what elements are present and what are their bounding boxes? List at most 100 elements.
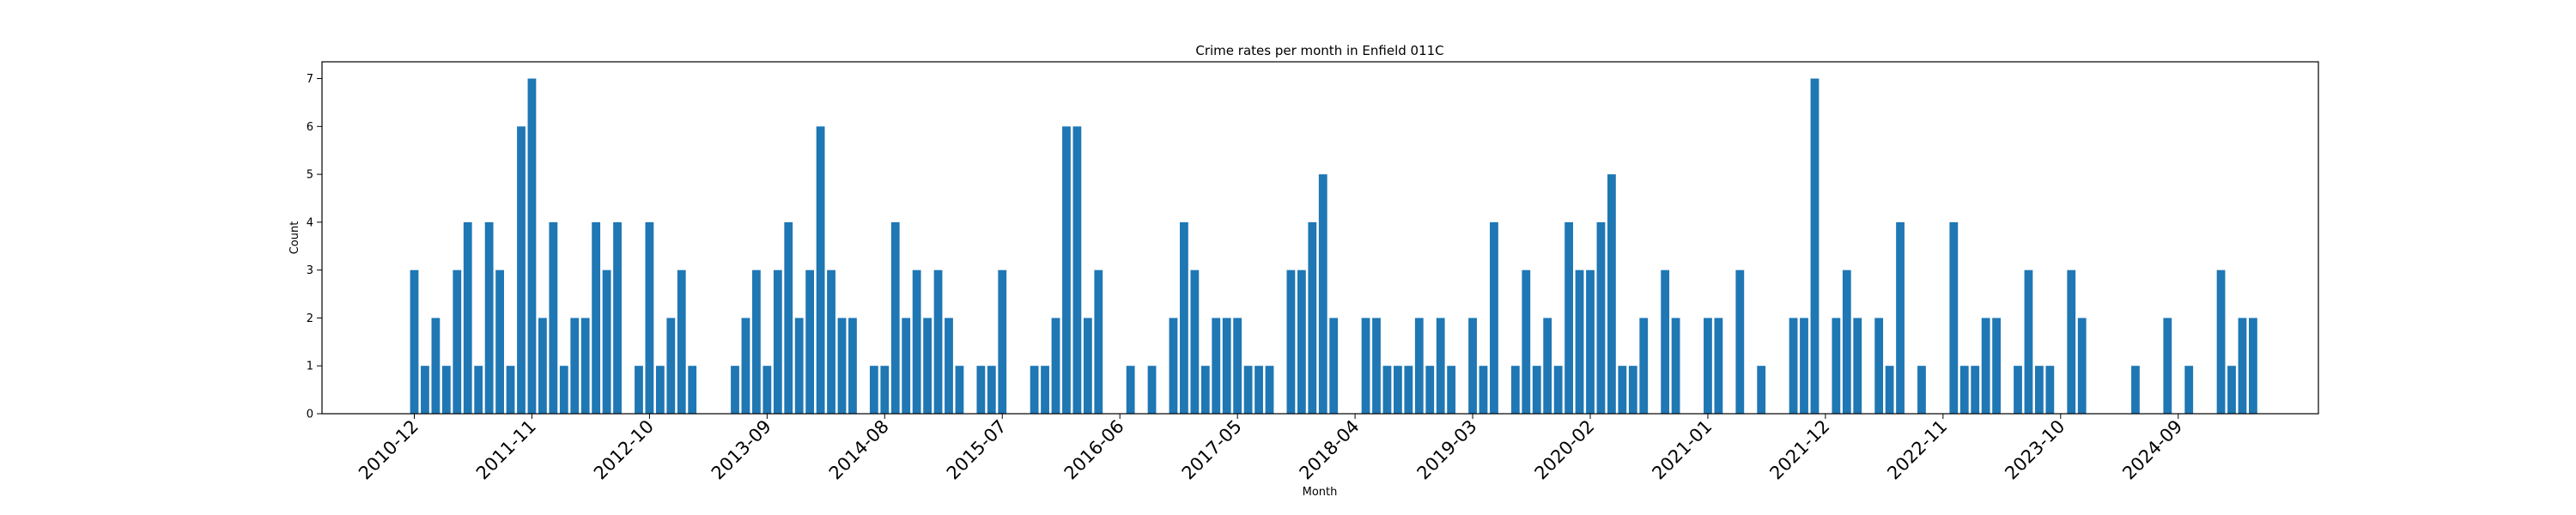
x-tick-label: 2015-07	[943, 416, 1011, 484]
bar	[1981, 318, 1990, 414]
bar	[1200, 366, 1210, 414]
bar	[1425, 366, 1435, 414]
bar	[1222, 318, 1231, 414]
x-tick-label: 2013-09	[708, 416, 775, 484]
bar	[1329, 318, 1339, 414]
bar	[1735, 270, 1745, 414]
bar	[987, 366, 996, 414]
bar	[1447, 366, 1456, 414]
bar	[1468, 318, 1477, 414]
bar	[1810, 78, 1820, 415]
bar	[869, 366, 878, 414]
bar	[1083, 318, 1092, 414]
bar	[484, 221, 494, 414]
bar	[1180, 221, 1188, 414]
bar	[1885, 366, 1894, 414]
bar	[1147, 366, 1157, 414]
bar	[1126, 366, 1135, 414]
bar	[453, 270, 462, 414]
bar	[827, 270, 835, 414]
bar	[1564, 221, 1573, 414]
bar	[1394, 366, 1402, 414]
y-tick-label: 3	[307, 264, 313, 277]
x-axis-label: Month	[1303, 486, 1338, 499]
y-tick-label: 6	[307, 121, 313, 134]
bar	[752, 270, 761, 414]
bar	[2238, 318, 2247, 414]
x-tick-label: 2016-06	[1060, 416, 1128, 484]
bar	[580, 318, 590, 414]
bar	[1382, 366, 1392, 414]
bar	[1532, 366, 1541, 414]
bar	[538, 318, 547, 414]
bar	[1853, 318, 1862, 414]
bar	[1789, 318, 1798, 414]
x-tick-label: 2022-11	[1883, 416, 1951, 484]
bar	[495, 270, 504, 414]
bar	[527, 78, 537, 415]
bar	[1212, 318, 1221, 414]
bar	[2216, 270, 2226, 414]
bar	[1949, 221, 1959, 414]
bar	[1959, 366, 1969, 414]
bar	[1607, 174, 1616, 414]
bar	[1618, 366, 1627, 414]
x-tick-label: 2024-09	[2118, 416, 2186, 484]
bar	[2131, 366, 2140, 414]
bar	[1671, 318, 1680, 414]
chart-title: Crime rates per month in Enfield 011C	[1195, 43, 1443, 58]
y-axis-label: Count	[289, 221, 301, 255]
bar	[506, 366, 515, 414]
bar	[1436, 318, 1445, 414]
bar	[666, 318, 676, 414]
bar	[474, 366, 483, 414]
bar	[1190, 270, 1200, 414]
bar	[2035, 366, 2044, 414]
bar	[762, 366, 772, 414]
bar	[1286, 270, 1296, 414]
y-tick-label: 0	[307, 409, 313, 421]
bar	[890, 221, 900, 414]
plot-area	[321, 61, 2319, 415]
bar	[655, 366, 665, 414]
bar	[613, 221, 622, 414]
bar	[1586, 270, 1595, 414]
bar	[1522, 270, 1531, 414]
bar	[463, 221, 472, 414]
bar	[933, 270, 943, 414]
y-axis: 0 1 2 3 4 5 6 7	[307, 73, 322, 421]
bar	[2227, 366, 2236, 414]
bar	[1404, 366, 1413, 414]
bar	[570, 318, 580, 414]
bar	[1800, 318, 1808, 414]
bar	[1318, 174, 1327, 414]
bar	[945, 318, 953, 414]
bar	[441, 366, 451, 414]
bar	[1992, 318, 2001, 414]
bar	[635, 366, 643, 414]
bars	[410, 78, 2257, 415]
x-tick-label: 2012-10	[590, 416, 658, 484]
bar	[1414, 318, 1424, 414]
bar	[1704, 318, 1712, 414]
bar	[784, 221, 793, 414]
bar	[517, 126, 526, 414]
bar	[549, 221, 558, 414]
bar	[1062, 126, 1071, 414]
bar	[559, 366, 568, 414]
bar	[2067, 270, 2076, 414]
bar	[837, 318, 847, 414]
bar	[741, 318, 750, 414]
bar	[688, 366, 697, 414]
bar	[1896, 221, 1905, 414]
bar	[1030, 366, 1039, 414]
bar	[1714, 318, 1723, 414]
bar	[1169, 318, 1178, 414]
bar	[2077, 318, 2087, 414]
x-tick-label: 2023-10	[2001, 416, 2069, 484]
bar	[1308, 221, 1317, 414]
x-tick-label: 2017-05	[1178, 416, 1246, 484]
bar	[1372, 318, 1381, 414]
bar	[1553, 366, 1563, 414]
